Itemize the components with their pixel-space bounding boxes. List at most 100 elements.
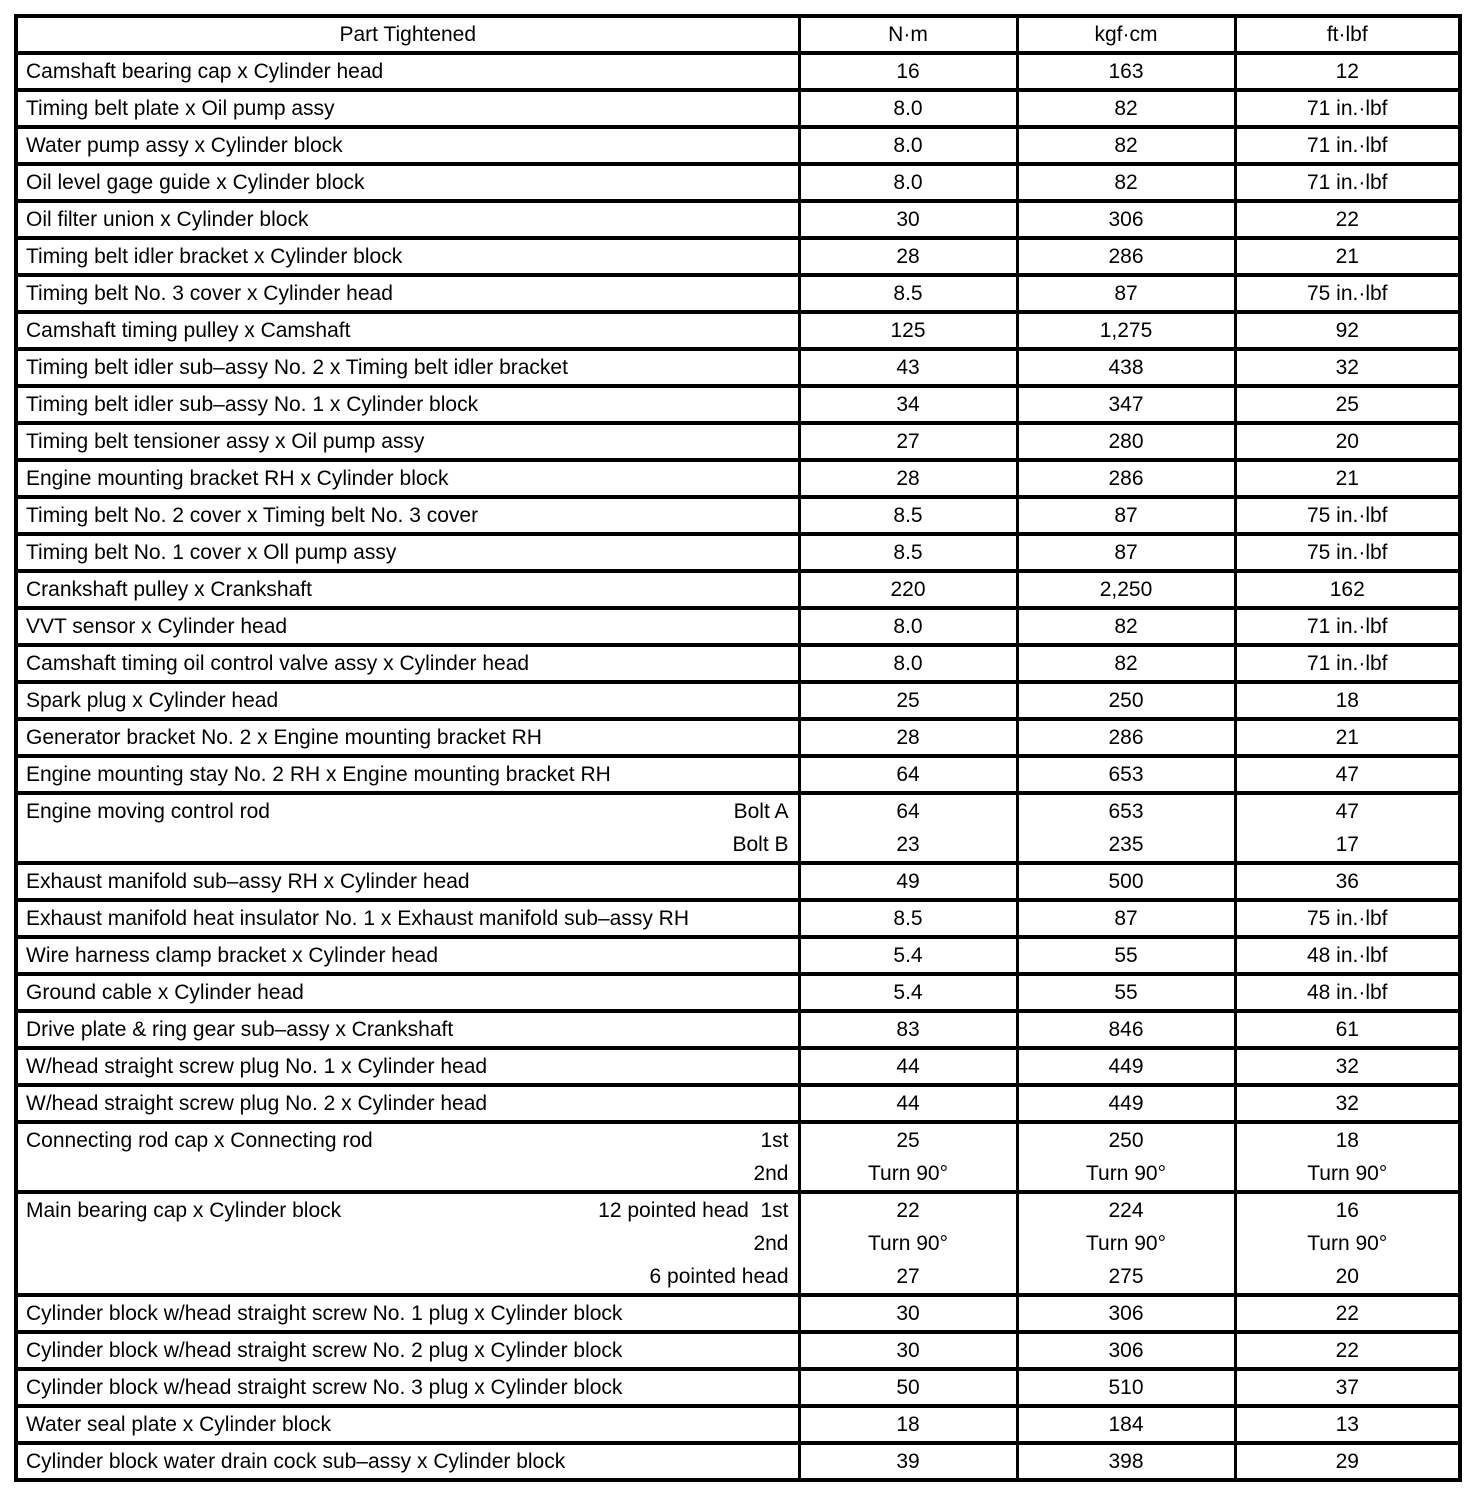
part-cell: Spark plug x Cylinder head [14,680,801,721]
cell-line: 32 [1335,1055,1359,1078]
part-name: Timing belt No. 2 cover x Timing belt No… [26,504,479,527]
value-cell-nm: 44 [797,1083,1019,1124]
table-row: Cylinder block w/head straight screw No.… [14,1293,1462,1334]
part-name: Timing belt idler sub–assy No. 2 x Timin… [26,356,568,379]
table-row: Timing belt No. 2 cover x Timing belt No… [14,495,1462,536]
part-cell: Timing belt No. 1 cover x Oll pump assy [14,532,801,573]
part-name: Timing belt idler sub–assy No. 1 x Cylin… [26,393,479,416]
cell-line: 224 [1108,1199,1144,1222]
value-cell-kgfcm: 653 235 [1015,791,1237,865]
cell-line: 27 [896,430,920,453]
value-cell-kgfcm: 87 [1015,273,1237,314]
part-name: Timing belt No. 3 cover x Cylinder head [26,282,393,305]
column-header-part: Part Tightened [14,14,801,55]
cell-line: 48 in.·lbf [1306,944,1388,967]
part-name: Cylinder block water drain cock sub–assy… [26,1450,566,1473]
cell-line: 71 in.·lbf [1306,171,1388,194]
part-name: Main bearing cap x Cylinder block [26,1199,342,1222]
value-cell-nm: 30 [797,199,1019,240]
value-cell-kgfcm: 846 [1015,1009,1237,1050]
cell-line: 5.4 [893,981,923,1004]
cell-line: 37 [1335,1376,1359,1399]
part-name: VVT sensor x Cylinder head [26,615,288,638]
torque-spec-table: Part Tightened N·m kgf·cm ft·lbf Camshaf… [14,14,1462,1482]
value-cell-ftlbf: 32 [1233,1046,1462,1087]
cell-line: 83 [896,1018,920,1041]
value-cell-kgfcm: 250 [1015,680,1237,721]
cell-line: 25 [896,689,920,712]
value-cell-kgfcm: 82 [1015,162,1237,203]
table-row: Timing belt No. 3 cover x Cylinder head 8… [14,273,1462,314]
value-cell-ftlbf: 22 [1233,1330,1462,1371]
cell-line: 286 [1108,726,1144,749]
part-name: Engine moving control rod [26,800,270,823]
cell-line: 55 [1114,981,1138,1004]
part-cell: Timing belt idler bracket x Cylinder blo… [14,236,801,277]
table-row: Ground cable x Cylinder head 5.4 55 48 in.·… [14,972,1462,1013]
cell-line: 2nd [753,1162,789,1185]
value-cell-ftlbf: 32 [1233,1083,1462,1124]
cell-line: 82 [1114,97,1138,120]
cell-line: 22 [1335,208,1359,231]
table-row: Cylinder block w/head straight screw No.… [14,1367,1462,1408]
cell-line: 306 [1108,1302,1144,1325]
cell-line: 75 in.·lbf [1306,541,1388,564]
part-cell: Oil filter union x Cylinder block [14,199,801,240]
value-cell-ftlbf: 47 [1233,754,1462,795]
cell-line: 250 [1108,689,1144,712]
value-cell-nm: 25 Turn 90° [797,1120,1019,1194]
value-cell-nm: 43 [797,347,1019,388]
header-row: Part Tightened N·m kgf·cm ft·lbf [14,14,1462,55]
cell-line: 2nd [753,1232,789,1255]
table-row: Camshaft bearing cap x Cylinder head 16 16… [14,51,1462,92]
value-cell-ftlbf: 71 in.·lbf [1233,162,1462,203]
part-name: W/head straight screw plug No. 2 x Cylin… [26,1092,488,1115]
part-cell: Timing belt No. 3 cover x Cylinder head [14,273,801,314]
part-name: Timing belt No. 1 cover x Oll pump assy [26,541,397,564]
table-row: Timing belt idler sub–assy No. 1 x Cylin… [14,384,1462,425]
cell-line: 8.0 [893,97,923,120]
value-cell-kgfcm: 250 Turn 90° [1015,1120,1237,1194]
cell-line: Turn 90° [1086,1232,1166,1255]
value-cell-ftlbf: 71 in.·lbf [1233,643,1462,684]
cell-line: 12 [1335,60,1359,83]
cell-line: Turn 90° [1307,1232,1388,1255]
value-cell-ftlbf: 18 [1233,680,1462,721]
cell-line: 21 [1335,467,1359,490]
value-cell-nm: 34 [797,384,1019,425]
value-cell-kgfcm: 306 [1015,1330,1237,1371]
value-cell-kgfcm: 510 [1015,1367,1237,1408]
table-row: Engine mounting bracket RH x Cylinder bl… [14,458,1462,499]
value-cell-nm: 8.0 [797,606,1019,647]
cell-line: 43 [896,356,920,379]
value-cell-kgfcm: 500 [1015,861,1237,902]
cell-line: 438 [1108,356,1144,379]
cell-line: 2,250 [1099,578,1153,601]
value-cell-kgfcm: 2,250 [1015,569,1237,610]
part-cell: Exhaust manifold sub–assy RH x Cylinder … [14,861,801,902]
cell-line: 16 [1335,1199,1359,1222]
part-cell: Drive plate & ring gear sub–assy x Crank… [14,1009,801,1050]
cell-line: 75 in.·lbf [1306,907,1388,930]
value-cell-ftlbf: 20 [1233,421,1462,462]
value-cell-ftlbf: 18 Turn 90° [1233,1120,1462,1194]
cell-line: 18 [1335,689,1359,712]
value-cell-nm: 8.0 [797,125,1019,166]
part-name: Spark plug x Cylinder head [26,689,279,712]
cell-line: 22 [1335,1339,1359,1362]
table-row: Timing belt plate x Oil pump assy 8.0 82 71… [14,88,1462,129]
table-row: Crankshaft pulley x Crankshaft 220 2,250 16… [14,569,1462,610]
cell-line: Turn 90° [868,1232,948,1255]
cell-line: 82 [1114,171,1138,194]
cell-line: 64 [896,763,920,786]
table-row: Oil filter union x Cylinder block 30 306 22 [14,199,1462,240]
cell-line: 1st [760,1129,789,1152]
cell-line: 22 [1335,1302,1359,1325]
cell-line: 87 [1114,504,1138,527]
cell-line: 286 [1108,245,1144,268]
cell-line: 125 [890,319,926,342]
part-name: Oil level gage guide x Cylinder block [26,171,365,194]
value-cell-kgfcm: 306 [1015,199,1237,240]
part-cell: Cylinder block w/head straight screw No.… [14,1367,801,1408]
cell-line: Bolt B [732,833,789,856]
